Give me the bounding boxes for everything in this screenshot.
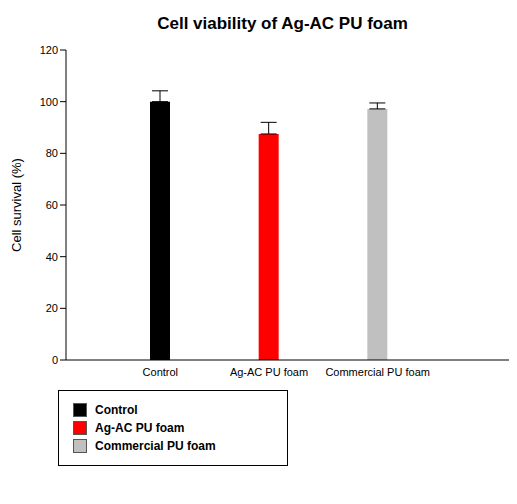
svg-text:Commercial PU foam: Commercial PU foam (325, 366, 430, 378)
svg-text:Control: Control (143, 366, 178, 378)
svg-text:100: 100 (40, 96, 58, 108)
svg-text:Ag-AC PU foam: Ag-AC PU foam (230, 366, 308, 378)
svg-text:80: 80 (46, 147, 58, 159)
svg-text:60: 60 (46, 199, 58, 211)
svg-text:20: 20 (46, 302, 58, 314)
svg-text:0: 0 (52, 354, 58, 366)
svg-text:120: 120 (40, 44, 58, 56)
html-text:Cell viability of Ag-AC PU foa: Cell viability of Ag-AC PU foam (157, 14, 408, 33)
svg-text:40: 40 (46, 251, 58, 263)
html-text:Control: Control (95, 403, 138, 417)
html-text:Ag-AC PU foam: Ag-AC PU foam (95, 421, 185, 435)
svg-text:Cell survival (%): Cell survival (%) (9, 158, 24, 252)
html-text:Commercial PU foam: Commercial PU foam (95, 439, 216, 453)
